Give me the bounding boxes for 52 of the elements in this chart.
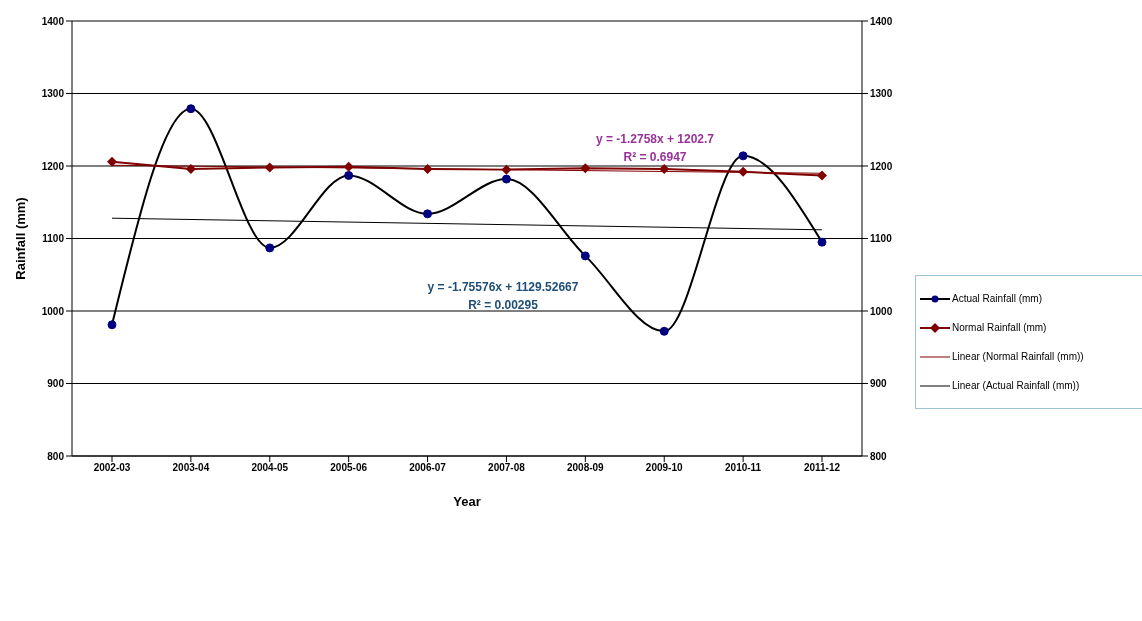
point bbox=[107, 156, 117, 167]
y-tick-label: 1000 bbox=[41, 305, 65, 317]
y-axis-title: Rainfall (mm) bbox=[12, 197, 28, 280]
y2-tick-label: 1300 bbox=[870, 88, 893, 100]
annotation: y = -1.2758x + 1202.7 R² = 0.6947 bbox=[594, 131, 716, 166]
point bbox=[501, 174, 511, 184]
y-tick-label: 800 bbox=[47, 450, 65, 462]
y2-tick-label: 1400 bbox=[870, 15, 893, 27]
point bbox=[580, 251, 590, 261]
y2-tick-label: 1200 bbox=[870, 160, 893, 172]
x-tick-label: 2008-09 bbox=[566, 462, 605, 474]
point bbox=[264, 162, 275, 173]
point bbox=[185, 163, 196, 174]
y-tick-label: 1100 bbox=[42, 233, 65, 245]
x-tick-label: 2011-12 bbox=[803, 462, 841, 474]
point bbox=[659, 326, 669, 336]
point bbox=[738, 166, 749, 177]
x-tick-label: 2004-05 bbox=[251, 462, 289, 474]
point bbox=[738, 151, 748, 161]
x-tick-label: 2010-11 bbox=[725, 462, 762, 474]
y-tick-label: 1400 bbox=[41, 15, 65, 27]
x-tick-label: 2003-04 bbox=[172, 462, 210, 474]
point bbox=[265, 243, 275, 253]
legend-label: Normal Rainfall (mm) bbox=[952, 322, 1047, 333]
point bbox=[343, 161, 354, 172]
point bbox=[344, 170, 354, 180]
x-tick-label: 2007-08 bbox=[488, 462, 526, 474]
point bbox=[422, 163, 433, 174]
point bbox=[501, 164, 512, 175]
legend-label: Actual Rainfall (mm) bbox=[952, 293, 1043, 304]
point bbox=[423, 209, 433, 219]
y2-tick-label: 1100 bbox=[870, 233, 893, 245]
y-tick-label: 1200 bbox=[41, 160, 65, 172]
y2-tick-label: 1000 bbox=[870, 305, 893, 317]
x-tick-label: 2009-10 bbox=[645, 462, 684, 474]
point bbox=[659, 163, 670, 174]
y-tick-label: 900 bbox=[47, 378, 65, 390]
point bbox=[817, 170, 827, 181]
point bbox=[186, 104, 196, 114]
annotation: y = -1.75576x + 1129.52667 R² = 0.00295 bbox=[426, 279, 580, 314]
point bbox=[580, 163, 591, 174]
x-tick-label: 2002-03 bbox=[93, 462, 131, 474]
x-tick-label: 2006-07 bbox=[409, 462, 447, 474]
point bbox=[817, 237, 827, 247]
point bbox=[107, 320, 117, 330]
x-tick-label: 2005-06 bbox=[330, 462, 368, 474]
legend-label: Linear (Normal Rainfall (mm)) bbox=[952, 351, 1084, 362]
y2-tick-label: 800 bbox=[870, 450, 888, 462]
y-tick-label: 1300 bbox=[41, 88, 65, 100]
x-axis-title: Year bbox=[453, 494, 481, 509]
legend-label: Linear (Actual Rainfall (mm)) bbox=[952, 380, 1080, 391]
y2-tick-label: 900 bbox=[870, 378, 888, 390]
